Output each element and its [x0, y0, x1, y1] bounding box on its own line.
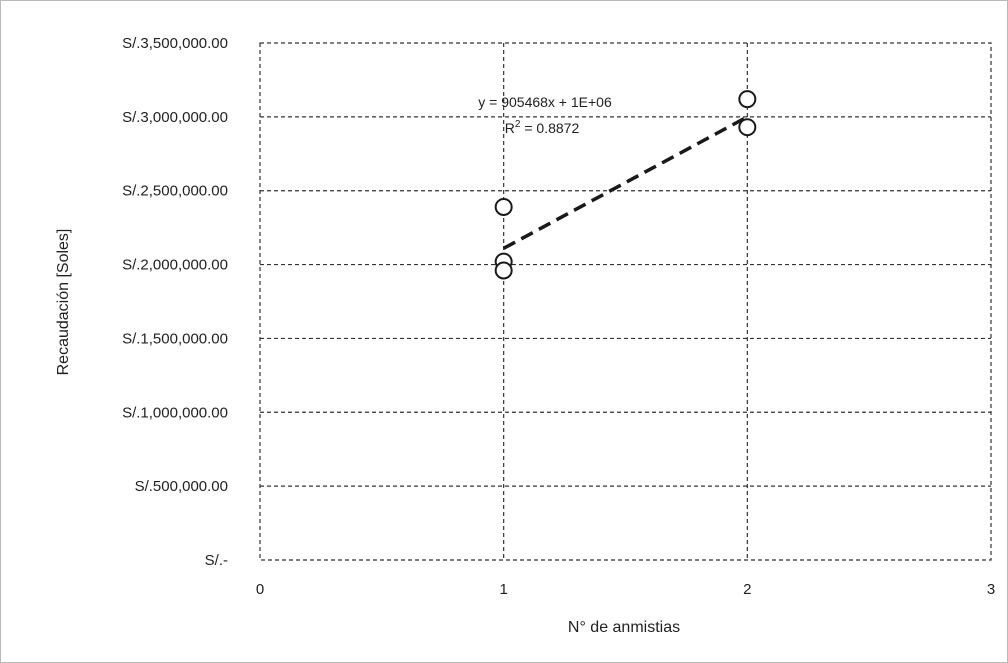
- y-axis-title: Recaudación [Soles]: [55, 229, 72, 376]
- x-tick-label: 2: [743, 581, 751, 598]
- r-squared-exponent: 2: [515, 119, 521, 130]
- x-tick-label: 3: [987, 581, 995, 598]
- y-tick-label: S/.1,500,000.00: [122, 330, 228, 347]
- data-point: [494, 261, 513, 280]
- r-squared-label: R2 = 0.8872: [505, 119, 580, 136]
- r-squared-symbol: R: [505, 120, 515, 136]
- y-tick-label: S/.3,500,000.00: [122, 35, 228, 52]
- x-axis-ticks: 0 1 2 3: [256, 581, 995, 598]
- grid: [260, 43, 991, 560]
- data-point: [738, 118, 757, 137]
- y-tick-label: S/.1,000,000.00: [122, 404, 228, 421]
- y-tick-label: S/.-: [205, 552, 228, 569]
- data-point: [494, 197, 513, 216]
- y-tick-label: S/.2,500,000.00: [122, 183, 228, 200]
- x-tick-label: 0: [256, 581, 264, 598]
- r-squared-value: = 0.8872: [520, 120, 579, 136]
- data-points: [494, 90, 757, 280]
- data-point: [738, 90, 757, 109]
- y-tick-label: S/.3,000,000.00: [122, 109, 228, 126]
- y-tick-label: S/.500,000.00: [135, 478, 228, 495]
- x-axis-title: N° de anmistias: [568, 619, 680, 636]
- plot-area-border: [259, 42, 992, 561]
- trendline-equation: y = 905468x + 1E+06: [478, 94, 612, 110]
- x-tick-label: 1: [499, 581, 507, 598]
- trendline: [502, 115, 749, 250]
- y-axis-ticks: S/.- S/.500,000.00 S/.1,000,000.00 S/.1,500…: [122, 35, 228, 569]
- y-tick-label: S/.2,000,000.00: [122, 257, 228, 274]
